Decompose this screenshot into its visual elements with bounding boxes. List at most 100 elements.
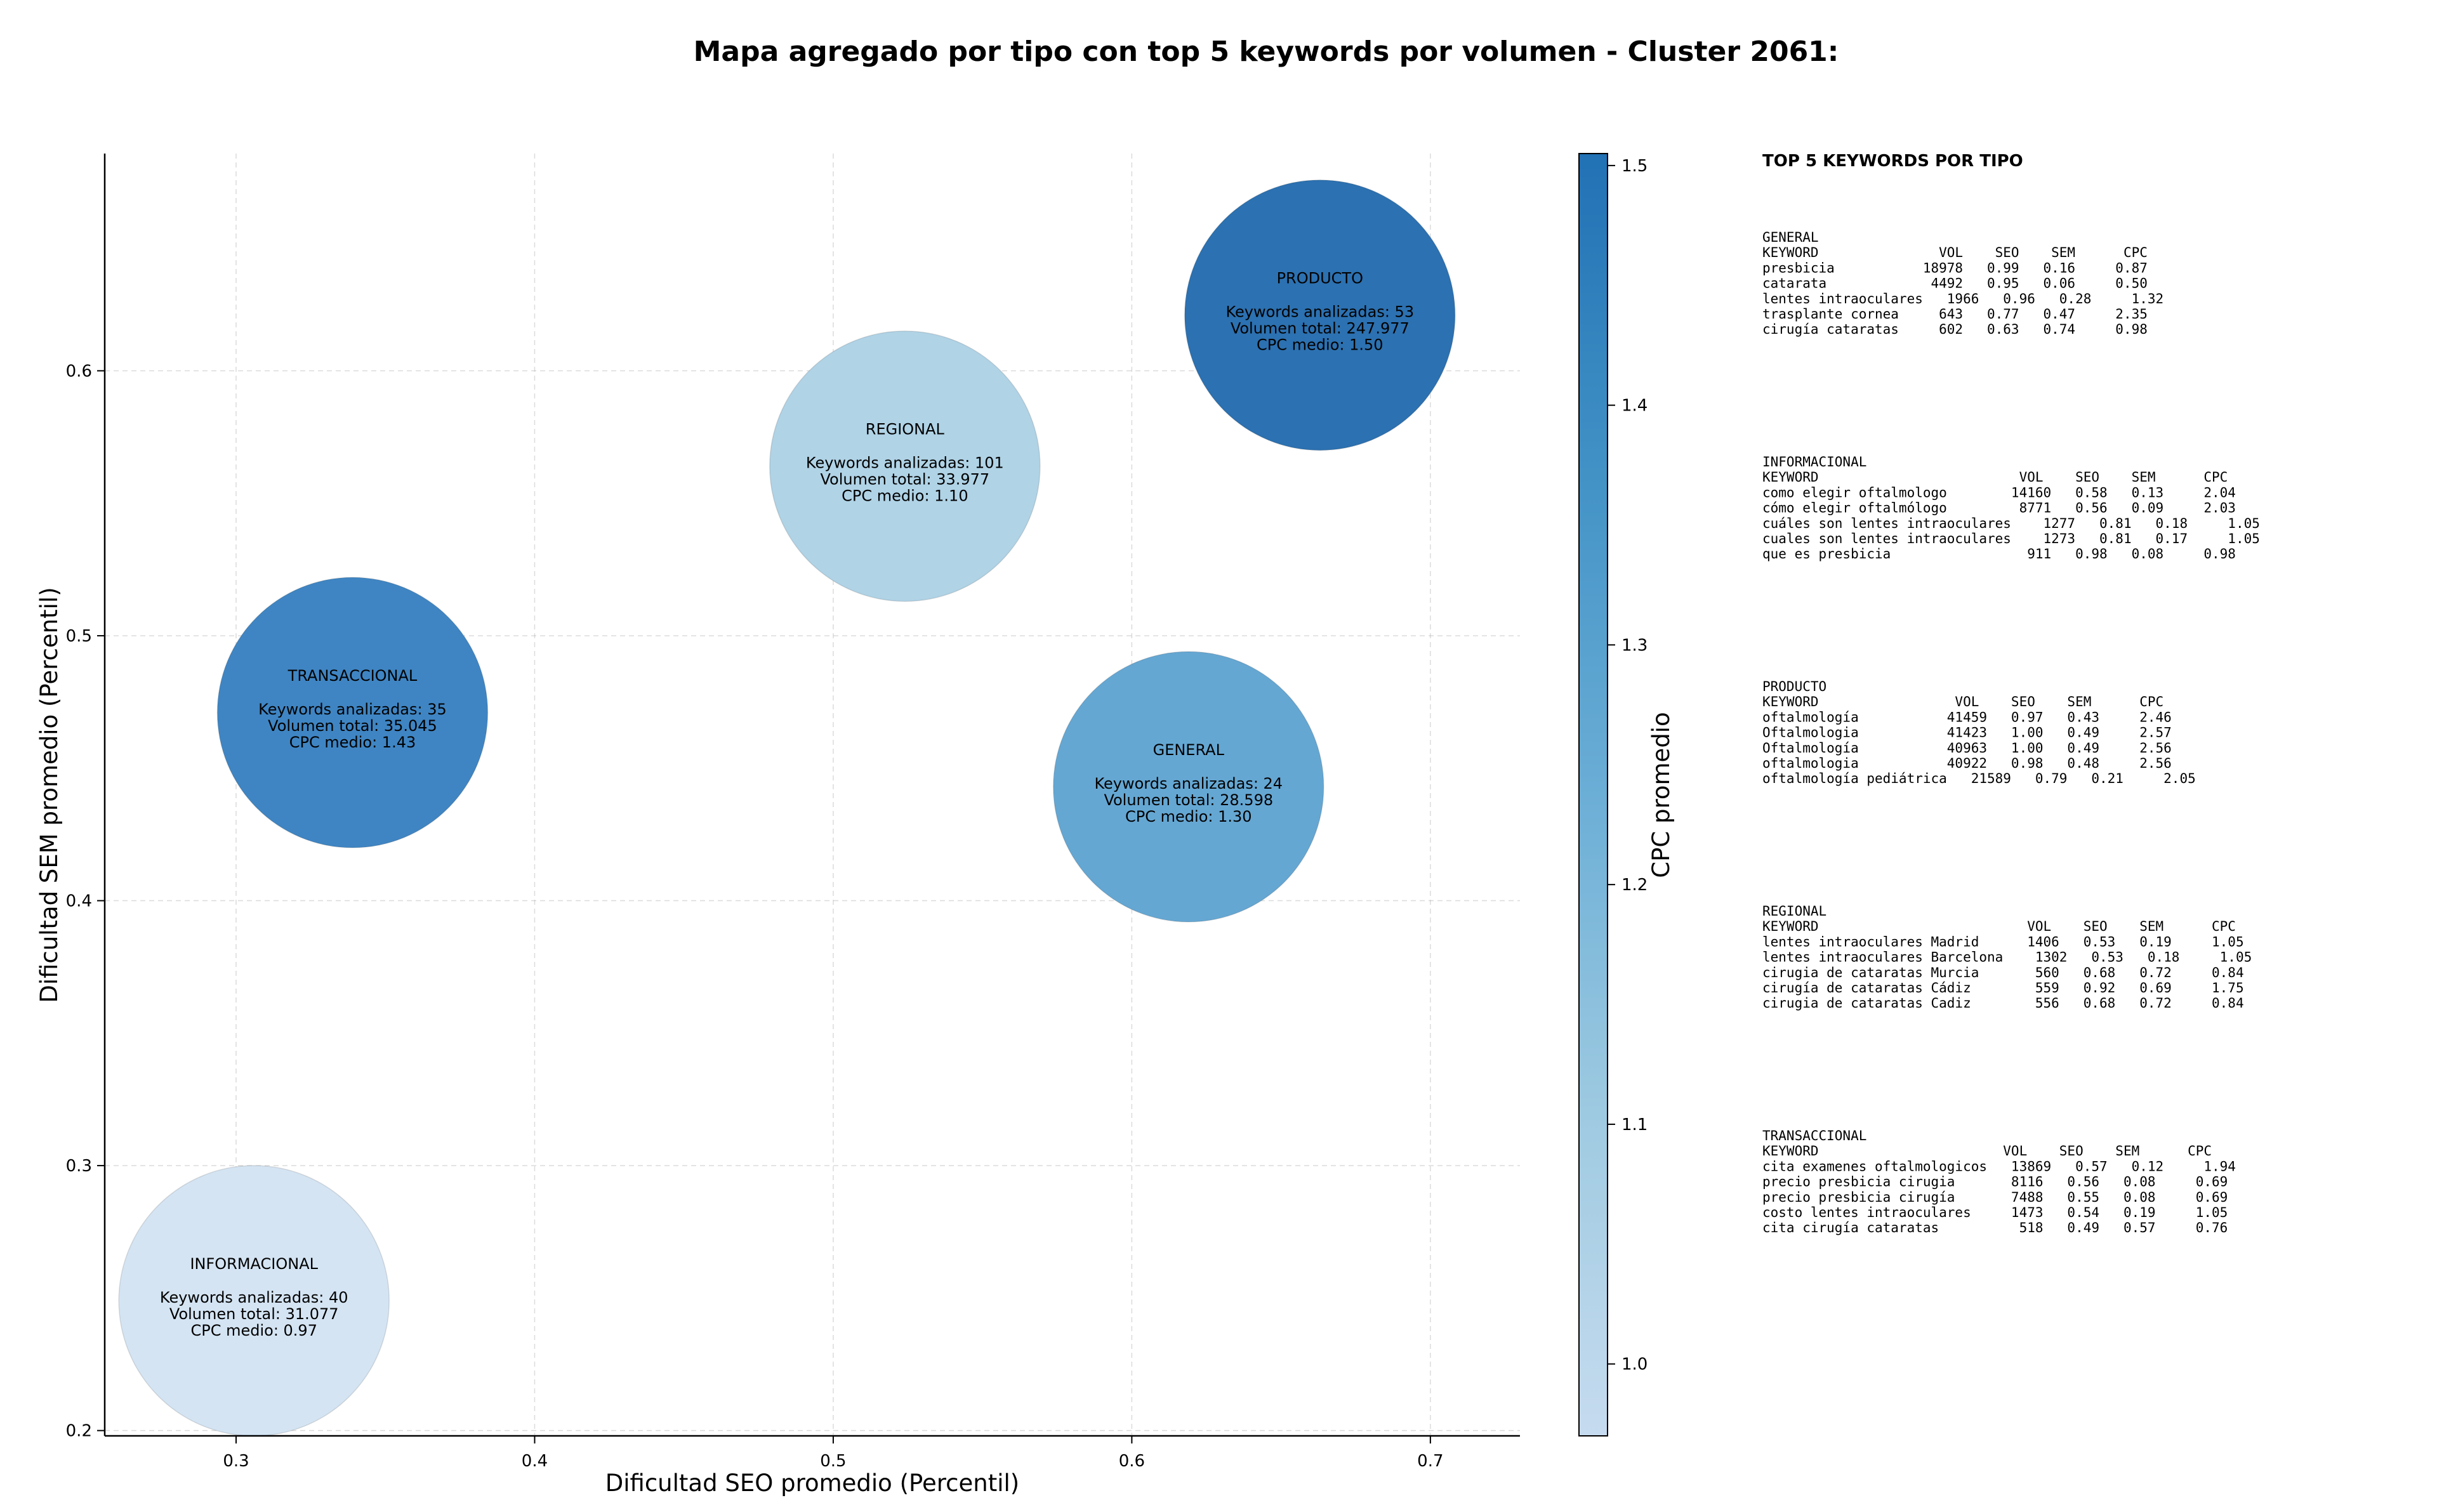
- bubble-type-label: INFORMACIONAL: [190, 1255, 318, 1273]
- bubble-circle[interactable]: [1184, 179, 1456, 451]
- bubble-type-label: PRODUCTO: [1277, 270, 1363, 287]
- keyword-row: oftalmologia 40922 0.98 0.48 2.56: [1762, 756, 2172, 771]
- colorbar-tick-label: 1.2: [1621, 876, 1648, 895]
- keyword-row: cita examenes oftalmologicos 13869 0.57 …: [1762, 1159, 2236, 1174]
- keyword-block-title: GENERAL: [1762, 230, 1819, 245]
- keyword-block-header: KEYWORD VOL SEO SEM CPC: [1762, 919, 2236, 934]
- keyword-row: cita cirugía cataratas 518 0.49 0.57 0.7…: [1762, 1220, 2228, 1235]
- y-tick-label: 0.4: [66, 892, 92, 911]
- bubble-volume-label: Volumen total: 33.977: [821, 471, 990, 489]
- bubble-volume-label: Volumen total: 28.598: [1104, 791, 1273, 809]
- bubble-volume-label: Volumen total: 35.045: [268, 717, 437, 735]
- keyword-block-title: INFORMACIONAL: [1762, 454, 1866, 470]
- keyword-row: trasplante cornea 643 0.77 0.47 2.35: [1762, 306, 2148, 322]
- bubble-keywords-label: Keywords analizadas: 53: [1225, 303, 1414, 321]
- y-ticks: 0.2 0.3 0.4 0.5 0.6: [66, 362, 105, 1441]
- colorbar-tick-label: 1.3: [1621, 636, 1648, 655]
- keyword-row: cuales son lentes intraoculares 1273 0.8…: [1762, 531, 2260, 546]
- y-tick-label: 0.2: [66, 1422, 92, 1441]
- keyword-block-header: KEYWORD VOL SEO SEM CPC: [1762, 245, 2148, 260]
- bubble-cpc-label: CPC medio: 1.50: [1257, 336, 1384, 354]
- x-tick-label: 0.3: [223, 1452, 249, 1471]
- keyword-row: cirugía de cataratas Cádiz 559 0.92 0.69…: [1762, 980, 2244, 996]
- bubble-type-label: REGIONAL: [866, 421, 945, 438]
- keyword-row: cirugia de cataratas Murcia 560 0.68 0.7…: [1762, 965, 2244, 980]
- bubble-cpc-label: CPC medio: 1.43: [289, 733, 416, 751]
- x-ticks: 0.3 0.4 0.5 0.6 0.7: [223, 1436, 1444, 1471]
- keyword-block-title: TRANSACCIONAL: [1762, 1128, 1866, 1143]
- colorbar-tick-label: 1.4: [1621, 397, 1648, 416]
- x-tick-label: 0.7: [1417, 1452, 1443, 1471]
- bubble-volume-label: Volumen total: 31.077: [169, 1305, 339, 1323]
- keyword-row: oftalmología 41459 0.97 0.43 2.46: [1762, 709, 2172, 725]
- keyword-block-title: REGIONAL: [1762, 904, 1826, 919]
- x-tick-label: 0.6: [1119, 1452, 1145, 1471]
- keyword-row: costo lentes intraoculares 1473 0.54 0.1…: [1762, 1205, 2228, 1220]
- bubble-circle[interactable]: [769, 330, 1041, 602]
- bubble-informacional[interactable]: INFORMACIONAL Keywords analizadas: 40Volu…: [118, 1165, 390, 1436]
- bubble-keywords-label: Keywords analizadas: 24: [1094, 775, 1283, 792]
- bubble-volume-label: Volumen total: 247.977: [1231, 320, 1410, 338]
- keyword-row: cirugia de cataratas Cadiz 556 0.68 0.72…: [1762, 996, 2244, 1011]
- y-tick-label: 0.3: [66, 1157, 92, 1176]
- y-tick-label: 0.6: [66, 362, 92, 381]
- colorbar-tick-label: 1.5: [1621, 157, 1648, 176]
- y-tick-label: 0.5: [66, 627, 92, 646]
- bubble-transaccional[interactable]: TRANSACCIONAL Keywords analizadas: 35Volu…: [216, 577, 489, 848]
- keyword-row: precio presbicia cirugía 7488 0.55 0.08 …: [1762, 1190, 2228, 1205]
- bubble-keywords-label: Keywords analizadas: 101: [806, 454, 1004, 472]
- side-panel-heading: TOP 5 KEYWORDS POR TIPO: [1762, 152, 2023, 171]
- keyword-block-header: KEYWORD VOL SEO SEM CPC: [1762, 694, 2163, 709]
- colorbar-tick-label: 1.0: [1621, 1355, 1648, 1374]
- colorbar-label: CPC promedio: [1648, 712, 1675, 878]
- axes: [103, 154, 1520, 1437]
- bubble-circle[interactable]: [1053, 651, 1324, 923]
- bubble-cpc-label: CPC medio: 1.30: [1125, 808, 1252, 825]
- keyword-block-header: KEYWORD VOL SEO SEM CPC: [1762, 1143, 2212, 1159]
- keyword-row: precio presbicia cirugia 8116 0.56 0.08 …: [1762, 1174, 2228, 1190]
- keyword-row: lentes intraoculares 1966 0.96 0.28 1.32: [1762, 291, 2163, 306]
- bubble-keywords-label: Keywords analizadas: 40: [160, 1289, 348, 1306]
- keyword-block-title: PRODUCTO: [1762, 679, 1826, 694]
- colorbar: [1578, 153, 1608, 1436]
- bubble-keywords-label: Keywords analizadas: 35: [258, 700, 447, 718]
- keyword-row: Oftalmología 40963 1.00 0.49 2.56: [1762, 740, 2172, 756]
- keyword-row: como elegir oftalmologo 14160 0.58 0.13 …: [1762, 485, 2236, 500]
- colorbar-ticks: 1.0 1.1 1.2 1.3 1.4 1.5: [1608, 157, 1648, 1374]
- keyword-row: oftalmología pediátrica 21589 0.79 0.21 …: [1762, 771, 2196, 786]
- keyword-row: que es presbicia 911 0.98 0.08 0.98: [1762, 546, 2236, 562]
- x-axis-label: Dificultad SEO promedio (Percentil): [605, 1469, 1019, 1497]
- x-tick-label: 0.5: [820, 1452, 846, 1471]
- keyword-row: cirugía cataratas 602 0.63 0.74 0.98: [1762, 322, 2148, 337]
- keyword-row: lentes intraoculares Barcelona 1302 0.53…: [1762, 950, 2252, 965]
- keyword-row: catarata 4492 0.95 0.06 0.50: [1762, 276, 2148, 291]
- keyword-row: presbicia 18978 0.99 0.16 0.87: [1762, 260, 2148, 275]
- colorbar-gradient: [1578, 153, 1608, 1436]
- bubble-cpc-label: CPC medio: 1.10: [842, 487, 968, 505]
- x-tick-label: 0.4: [522, 1452, 548, 1471]
- keyword-row: cuáles son lentes intraoculares 1277 0.8…: [1762, 516, 2260, 531]
- bubble-cpc-label: CPC medio: 0.97: [190, 1322, 317, 1339]
- colorbar-tick-label: 1.1: [1621, 1115, 1648, 1134]
- bubble-regional[interactable]: REGIONAL Keywords analizadas: 101Volumen …: [769, 330, 1041, 602]
- keyword-row: Oftalmologia 41423 1.00 0.49 2.57: [1762, 725, 2172, 740]
- bubble-type-label: TRANSACCIONAL: [287, 667, 418, 685]
- y-axis-label: Dificultad SEM promedio (Percentil): [36, 587, 63, 1003]
- keyword-row: cómo elegir oftalmólogo 8771 0.56 0.09 2…: [1762, 501, 2236, 516]
- keyword-row: lentes intraoculares Madrid 1406 0.53 0.…: [1762, 934, 2244, 949]
- bubble-circle[interactable]: [216, 577, 489, 848]
- keyword-block-header: KEYWORD VOL SEO SEM CPC: [1762, 470, 2228, 485]
- chart-title: Mapa agregado por tipo con top 5 keyword…: [694, 36, 1839, 68]
- bubble-type-label: GENERAL: [1153, 741, 1225, 759]
